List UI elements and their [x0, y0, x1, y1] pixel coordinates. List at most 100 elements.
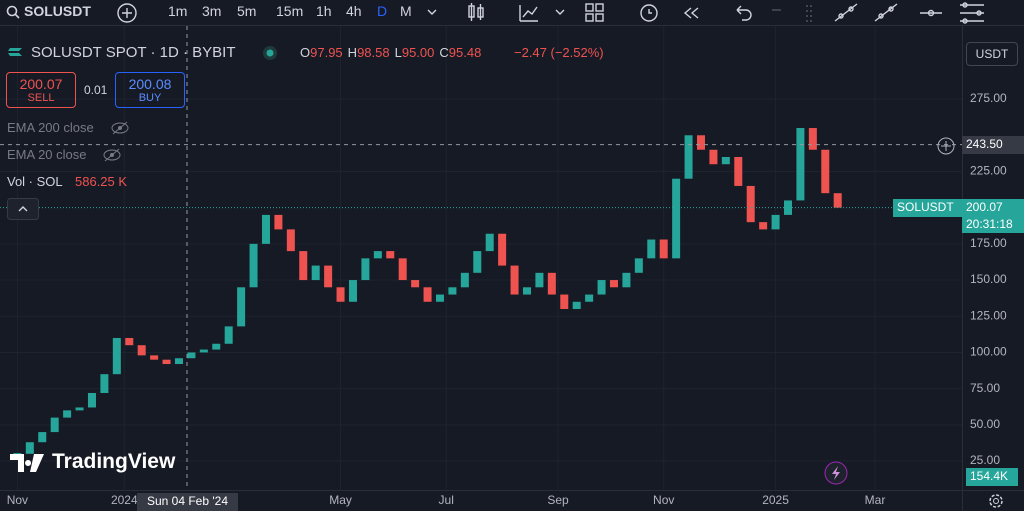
- candle: [672, 178, 681, 259]
- interval[interactable]: D: [377, 3, 388, 19]
- candle: [771, 214, 780, 230]
- add-symbol[interactable]: [116, 2, 138, 24]
- candle: [597, 280, 606, 295]
- x-tick-label: Nov: [653, 493, 674, 507]
- ohlc-value: 98.58: [357, 45, 390, 60]
- candle: [286, 229, 295, 252]
- candle: [274, 214, 283, 230]
- ohlc-key: C: [439, 45, 449, 60]
- candle: [783, 200, 792, 215]
- candle: [212, 343, 221, 350]
- ohlc-key: H: [347, 45, 358, 60]
- interval[interactable]: 15m: [276, 3, 304, 19]
- interval-menu[interactable]: [426, 6, 438, 18]
- candle: [435, 294, 444, 302]
- ohlc-key: O: [300, 45, 311, 60]
- candle: [100, 374, 109, 393]
- candle: [324, 265, 333, 288]
- last-price: 200.07: [966, 199, 1003, 214]
- indicator[interactable]: EMA 20 close: [7, 147, 87, 162]
- candles: [13, 128, 842, 455]
- candle: [796, 128, 805, 201]
- sell-price: 200.07: [19, 76, 63, 92]
- candle: [609, 280, 618, 288]
- add-alert[interactable]: [936, 136, 956, 156]
- buy-price: 200.08: [128, 76, 172, 92]
- sell-button[interactable]: 200.07 SELL: [6, 72, 76, 108]
- legend-title: SOLUSDT SPOT · 1D · BYBIT: [31, 44, 236, 61]
- candle: [38, 432, 47, 443]
- candle: [622, 272, 631, 288]
- volume-value: 586.25 K: [75, 174, 128, 189]
- x-tick-label: Mar: [865, 493, 886, 507]
- candle: [696, 135, 705, 150]
- candle: [833, 193, 842, 208]
- candle: [299, 251, 308, 281]
- change: −2.47 (−2.52%): [514, 45, 604, 60]
- y-tick-label: 75.00: [970, 381, 1000, 395]
- y-tick-label: 150.00: [970, 272, 1007, 286]
- quantity[interactable]: 0.01: [84, 83, 108, 97]
- candle: [522, 287, 531, 295]
- hidden-icon[interactable]: [110, 120, 130, 136]
- y-tick-label: 25.00: [970, 453, 1000, 467]
- currency-button[interactable]: USDT: [966, 42, 1018, 66]
- candle: [560, 294, 569, 310]
- y-tick-label: 225.00: [970, 164, 1007, 178]
- candle: [634, 258, 643, 273]
- ohlc-value: 95.48: [448, 45, 482, 60]
- search-icon[interactable]: [6, 5, 20, 19]
- candle: [237, 287, 246, 327]
- candle: [721, 156, 730, 165]
- brand-logo: [10, 454, 44, 472]
- candle: [75, 407, 84, 411]
- settings[interactable]: [987, 492, 1005, 510]
- interval[interactable]: 3m: [202, 3, 222, 19]
- interval[interactable]: M: [400, 3, 412, 19]
- candle: [224, 326, 233, 344]
- crosshair-date: Sun 04 Feb '24: [137, 493, 238, 511]
- candle: [411, 280, 420, 288]
- symbol-logo: [8, 48, 22, 56]
- x-tick-label: 2024: [111, 493, 138, 507]
- replay-button[interactable]: [823, 460, 849, 486]
- candle: [386, 251, 395, 259]
- candle: [25, 442, 34, 454]
- ohlc-key: L: [394, 45, 402, 60]
- candle: [647, 239, 656, 259]
- candle: [759, 222, 768, 230]
- x-tick-label: Jul: [439, 493, 454, 507]
- toolbar-icons[interactable]: [465, 1, 1024, 25]
- candle: [174, 358, 183, 365]
- candle: [547, 272, 556, 295]
- buy-label: BUY: [138, 92, 162, 104]
- buy-button[interactable]: 200.08 BUY: [115, 72, 185, 108]
- hidden-icon[interactable]: [102, 147, 122, 163]
- symbol[interactable]: SOLUSDT: [24, 3, 91, 19]
- countdown: 20:31:18: [966, 216, 1013, 231]
- candle: [821, 149, 830, 194]
- interval[interactable]: 1m: [168, 3, 188, 19]
- candle: [187, 352, 196, 359]
- candle: [572, 301, 581, 310]
- candle: [423, 287, 432, 302]
- candle: [808, 128, 817, 150]
- interval[interactable]: 5m: [237, 3, 257, 19]
- ohlc-value: 97.95: [310, 45, 343, 60]
- y-tick-label: 275.00: [970, 91, 1007, 105]
- candle: [199, 349, 208, 353]
- market-status: [263, 46, 277, 60]
- x-tick-label: Nov: [7, 493, 28, 507]
- candle: [125, 337, 134, 346]
- interval[interactable]: 4h: [346, 3, 362, 19]
- candle: [734, 156, 743, 186]
- x-tick-label: 2025: [762, 493, 789, 507]
- candle: [87, 392, 96, 408]
- collapse-button[interactable]: [7, 198, 39, 220]
- interval[interactable]: 1h: [316, 3, 332, 19]
- candle: [709, 149, 718, 165]
- candle: [659, 239, 668, 259]
- candle: [473, 251, 482, 273]
- indicator[interactable]: EMA 200 close: [7, 120, 94, 135]
